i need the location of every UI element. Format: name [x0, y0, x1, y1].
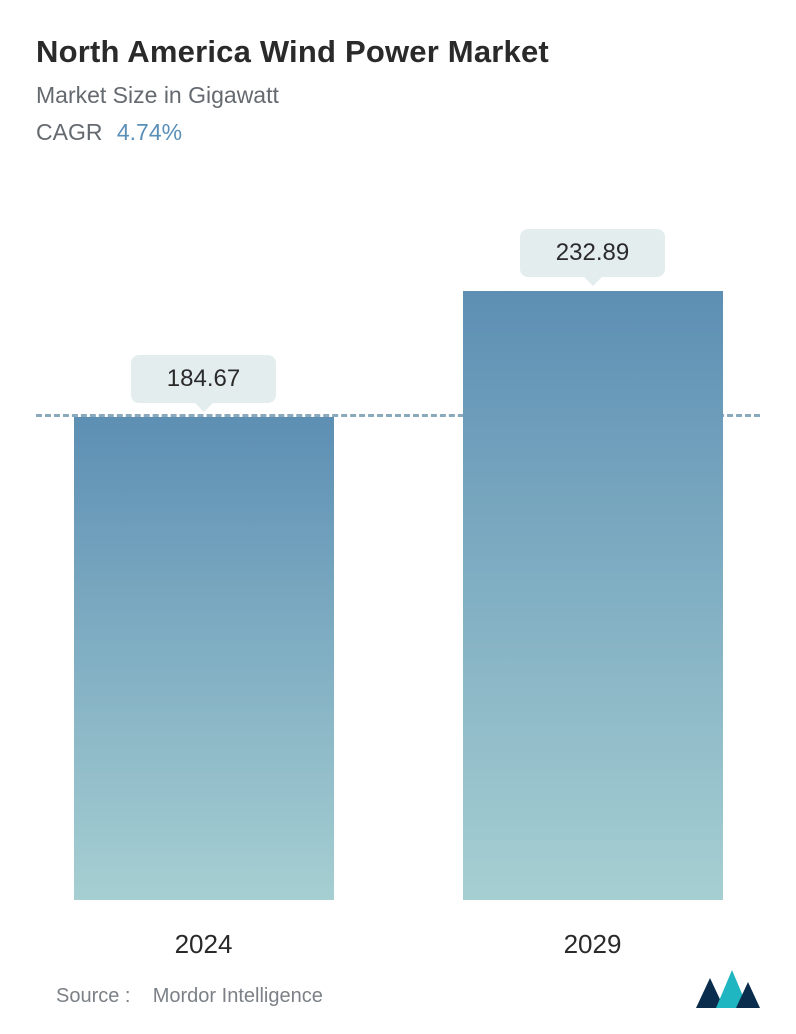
- cagr-label: CAGR: [36, 119, 102, 145]
- bar-value-label: 232.89: [520, 229, 665, 277]
- x-axis-label: 2024: [74, 929, 334, 960]
- cagr-row: CAGR 4.74%: [36, 119, 760, 146]
- bars-group: 184.67 232.89: [36, 210, 760, 900]
- cagr-value: 4.74%: [117, 119, 182, 145]
- source-name: Mordor Intelligence: [153, 985, 323, 1007]
- bar: [74, 417, 334, 900]
- bar-value-label: 184.67: [131, 355, 276, 403]
- chart-subtitle: Market Size in Gigawatt: [36, 82, 760, 109]
- mordor-logo-icon: [696, 966, 760, 1008]
- bar-wrap: 184.67: [74, 355, 334, 900]
- chart-footer: Source : Mordor Intelligence: [56, 966, 760, 1008]
- bar-wrap: 232.89: [463, 229, 723, 900]
- source-label: Source :: [56, 985, 130, 1007]
- source-line: Source : Mordor Intelligence: [56, 985, 323, 1008]
- x-axis-label: 2029: [463, 929, 723, 960]
- chart-container: North America Wind Power Market Market S…: [0, 0, 796, 1034]
- bar: [463, 291, 723, 900]
- chart-area: 184.67 232.89 2024 2029: [36, 210, 760, 960]
- chart-title: North America Wind Power Market: [36, 34, 760, 70]
- x-axis-labels: 2024 2029: [36, 929, 760, 960]
